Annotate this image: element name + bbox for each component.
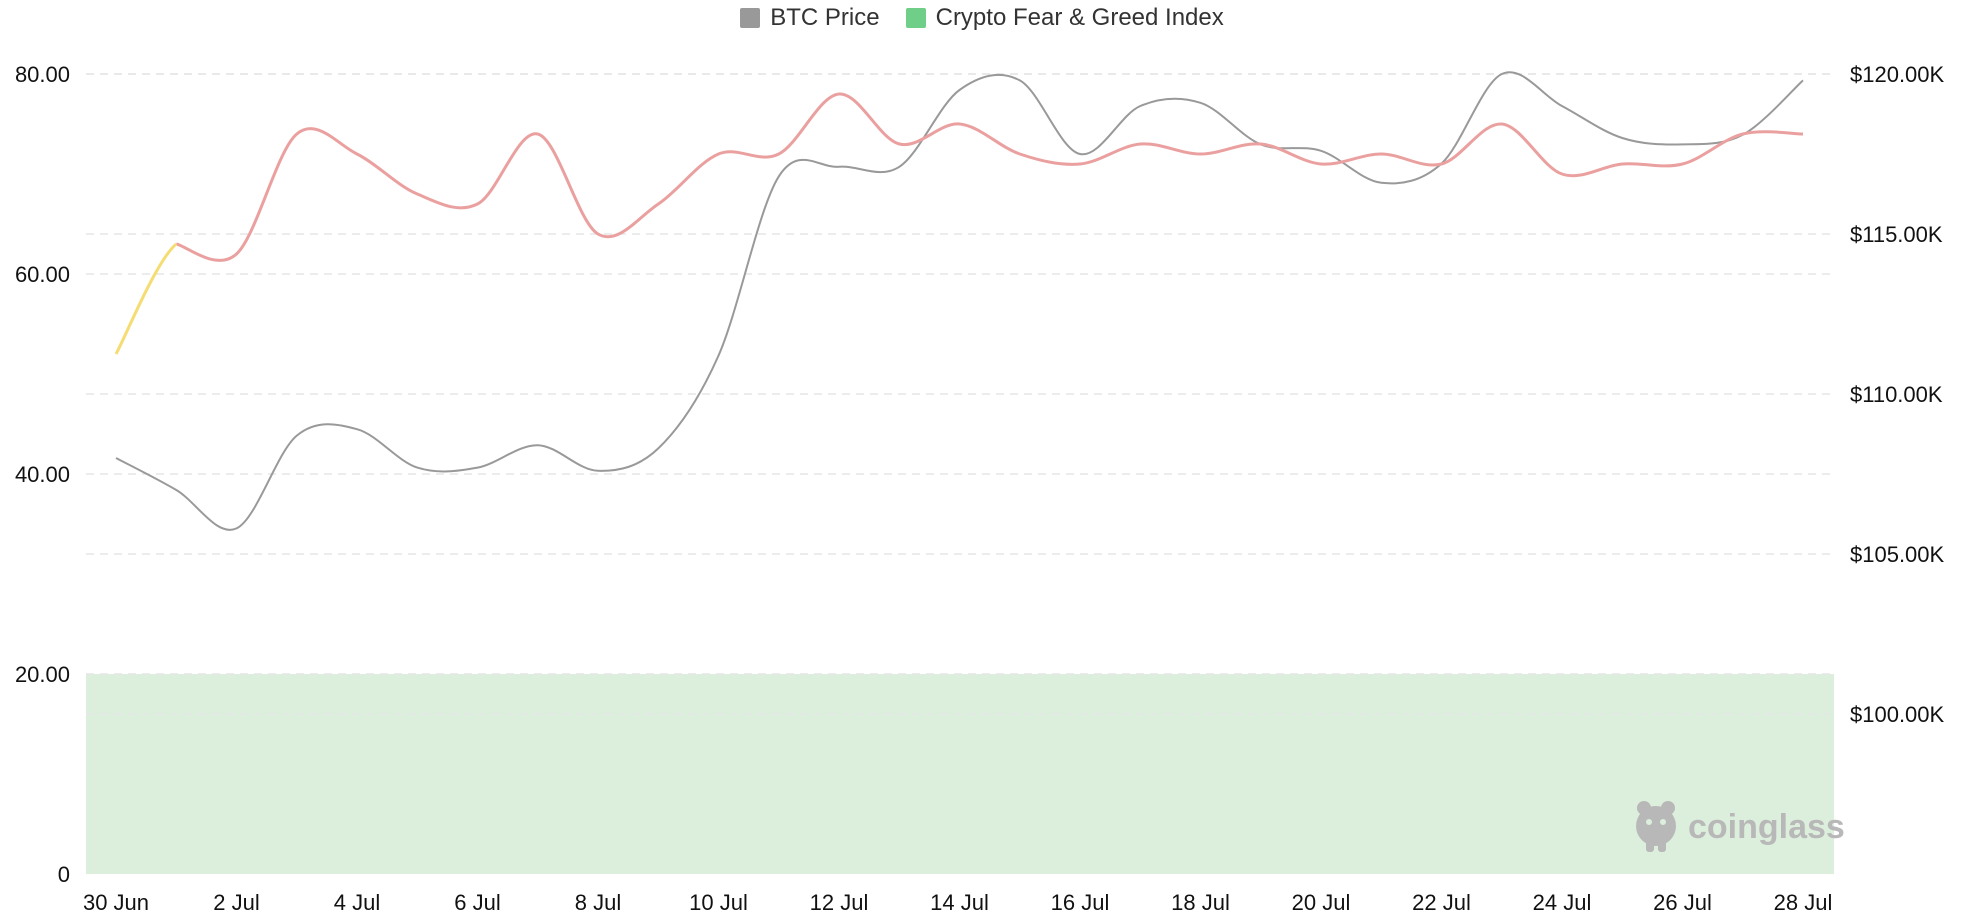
right-y-tick-label: $115.00K bbox=[1850, 222, 1943, 247]
zones-layer bbox=[86, 674, 1834, 874]
grid-layer bbox=[86, 73, 1834, 715]
x-tick-label: 6 Jul bbox=[454, 890, 500, 915]
x-tick-label: 16 Jul bbox=[1051, 890, 1110, 915]
legend-item-fear-greed[interactable]: Crypto Fear & Greed Index bbox=[905, 4, 1224, 32]
right-y-axis: $100.00K $105.00K $110.00K $115.00K $120.00K bbox=[1850, 62, 1945, 727]
legend-swatch-btc-price bbox=[740, 8, 761, 28]
watermark-text: coinglass bbox=[1688, 808, 1845, 846]
left-y-tick-label: 60.00 bbox=[15, 262, 70, 287]
watermark: coinglass bbox=[1636, 801, 1845, 852]
x-tick-label: 22 Jul bbox=[1412, 890, 1471, 915]
left-y-tick-label: 80.00 bbox=[15, 62, 70, 87]
extreme-fear-zone bbox=[86, 674, 1834, 874]
x-tick-label: 24 Jul bbox=[1533, 890, 1592, 915]
x-tick-label: 10 Jul bbox=[689, 890, 748, 915]
x-tick-label: 28 Jul bbox=[1774, 890, 1833, 915]
legend-item-btc-price[interactable]: BTC Price bbox=[740, 4, 880, 32]
series-layer bbox=[114, 71, 1804, 531]
legend: BTC Price Crypto Fear & Greed Index bbox=[0, 4, 1964, 32]
x-axis: 30 Jun 2 Jul 4 Jul 6 Jul 8 Jul 10 Jul 12 Jul 14… bbox=[83, 890, 1832, 915]
x-tick-label: 18 Jul bbox=[1171, 890, 1230, 915]
x-tick-label: 2 Jul bbox=[213, 890, 259, 915]
left-y-tick-label: 0 bbox=[58, 862, 70, 887]
x-tick-label: 8 Jul bbox=[575, 890, 621, 915]
right-y-tick-label: $100.00K bbox=[1850, 702, 1945, 727]
legend-label-fear-greed: Crypto Fear & Greed Index bbox=[935, 4, 1224, 31]
left-y-axis: 0 20.00 40.00 60.00 80.00 bbox=[15, 62, 70, 887]
legend-swatch-fear-greed bbox=[905, 8, 926, 28]
series-line-btc-price[interactable] bbox=[115, 71, 1804, 531]
x-tick-label: 14 Jul bbox=[930, 890, 989, 915]
left-y-tick-label: 20.00 bbox=[15, 662, 70, 687]
legend-label-btc-price: BTC Price bbox=[770, 4, 880, 31]
x-tick-label: 4 Jul bbox=[334, 890, 380, 915]
right-y-tick-label: $110.00K bbox=[1850, 382, 1943, 407]
series-line-crypto-fear-greed-index[interactable] bbox=[175, 92, 1804, 262]
x-tick-label: 26 Jul bbox=[1653, 890, 1712, 915]
series-line-crypto-fear-greed-index-first-segment[interactable] bbox=[114, 242, 178, 355]
right-y-tick-label: $120.00K bbox=[1850, 62, 1945, 87]
x-tick-label: 20 Jul bbox=[1292, 890, 1351, 915]
right-y-tick-label: $105.00K bbox=[1850, 542, 1945, 567]
left-y-tick-label: 40.00 bbox=[15, 462, 70, 487]
x-tick-label: 30 Jun bbox=[83, 890, 149, 915]
x-tick-label: 12 Jul bbox=[810, 890, 869, 915]
coinglass-logo-icon bbox=[1636, 801, 1676, 852]
